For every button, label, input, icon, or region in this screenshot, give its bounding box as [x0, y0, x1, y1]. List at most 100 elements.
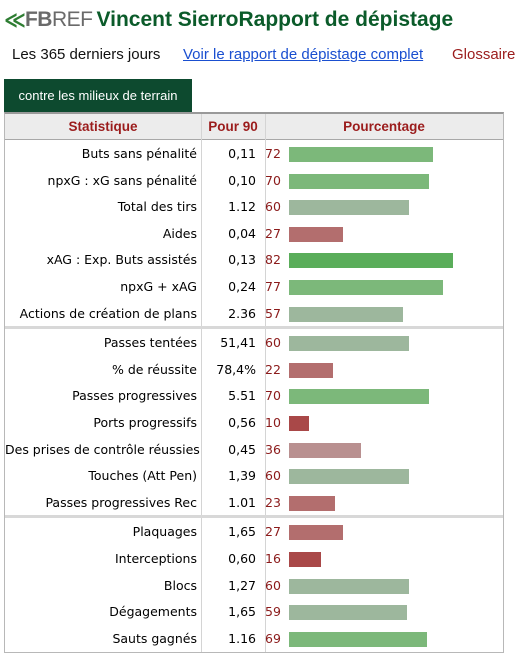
fbref-logo[interactable]: ≪ FB REF: [4, 8, 93, 32]
table-row: Sauts gagnés 1.16 69: [5, 626, 503, 652]
table-row: Ports progressifs 0,56 10: [5, 410, 503, 436]
table-row: % de réussite 78,4% 22: [5, 357, 503, 383]
table-row: Interceptions 0,60 16: [5, 546, 503, 572]
table-row: Actions de création de plans 2.36 57: [5, 301, 503, 327]
per90-value: 0,13: [228, 252, 256, 268]
percentile-value: 23: [265, 494, 281, 510]
stat-name: Dégagements: [109, 604, 197, 620]
table-row: Des prises de contrôle réussies 0,45 36: [5, 437, 503, 463]
logo-ref-text: REF: [51, 8, 93, 31]
percentile-value: 60: [265, 199, 281, 215]
section-divider: [5, 326, 503, 330]
table-row: Buts sans pénalité 0,11 72: [5, 141, 503, 167]
stat-name: Total des tirs: [117, 199, 197, 215]
percentile-bar: [289, 552, 321, 567]
percentile-value: 27: [265, 524, 281, 540]
percentile-bar: [289, 495, 335, 511]
stat-name: Aides: [162, 225, 197, 241]
percentile-value: 22: [265, 361, 281, 377]
stat-name: Ports progressifs: [93, 415, 197, 430]
percentile-bar: [289, 253, 453, 269]
table-row: xAG : Exp. Buts assistés 0,13 82: [5, 247, 503, 273]
percentile-value: 60: [265, 335, 281, 351]
percentile-value: 57: [265, 305, 281, 321]
per90-value: 1.12: [228, 199, 256, 215]
percentile-bar: [289, 336, 409, 352]
percentile-value: 59: [265, 604, 281, 620]
percentile-bar: [289, 389, 429, 405]
percentile-bar: [289, 200, 409, 216]
per90-value: 1.01: [228, 494, 256, 510]
page-title: Vincent SierroRapport de dépistage: [96, 8, 454, 31]
per90-value: 0,56: [228, 415, 256, 430]
column-divider: [201, 114, 202, 652]
percentile-value: 16: [265, 551, 281, 566]
percentile-bar: [289, 631, 427, 647]
stat-name: Des prises de contrôle réussies: [5, 441, 200, 457]
table-row: Passes progressives 5.51 70: [5, 383, 503, 409]
table-row: Dégagements 1,65 59: [5, 599, 503, 625]
column-header-stat: Statistique: [5, 114, 201, 140]
glossary-link[interactable]: Glossaire: [452, 46, 516, 63]
stat-name: % de réussite: [111, 361, 197, 377]
stat-name: Blocs: [163, 577, 197, 593]
per90-value: 1,39: [228, 468, 256, 484]
scouting-subnav: Les 365 derniers jours Voir le rapport d…: [12, 46, 516, 66]
percentile-bar: [289, 226, 343, 242]
table-row: Touches (Att Pen) 1,39 60: [5, 463, 503, 489]
percentile-bar: [289, 416, 309, 431]
percentile-value: 69: [265, 630, 281, 646]
percentile-value: 82: [265, 252, 281, 268]
per90-value: 0,24: [228, 279, 256, 294]
per90-value: 0,04: [228, 225, 256, 241]
table-row: Passes progressives Rec 1.01 23: [5, 490, 503, 516]
percentile-value: 36: [265, 441, 281, 457]
percentile-value: 77: [265, 279, 281, 294]
percentile-bar: [289, 147, 433, 162]
table-row: Blocs 1,27 60: [5, 573, 503, 599]
stat-name: Passes progressives: [72, 388, 197, 404]
percentile-bar: [289, 525, 343, 541]
column-header-percentile: Pourcentage: [265, 114, 503, 140]
per90-value: 51,41: [220, 335, 256, 351]
per90-value: 0,45: [228, 441, 256, 457]
period-label: Les 365 derniers jours: [12, 46, 161, 63]
tab-vs-midfielders[interactable]: contre les milieux de terrain: [4, 79, 192, 112]
logo-fb-text: FB: [24, 8, 53, 31]
percentile-bar: [289, 442, 361, 458]
table-row: Passes tentées 51,41 60: [5, 330, 503, 356]
column-header-per90: Pour 90: [201, 114, 265, 140]
percentile-value: 70: [265, 172, 281, 188]
percentile-value: 70: [265, 388, 281, 404]
table-row: Total des tirs 1.12 60: [5, 194, 503, 220]
table-row: Aides 0,04 27: [5, 221, 503, 247]
stat-name: Sauts gagnés: [112, 630, 197, 646]
stat-name: Passes tentées: [103, 335, 197, 351]
table-row: npxG + xAG 0,24 77: [5, 274, 503, 300]
percentile-bar: [289, 306, 403, 322]
section-divider: [5, 515, 503, 519]
stat-name: Interceptions: [114, 551, 197, 566]
percentile-bar: [289, 362, 333, 378]
table-row: npxG : xG sans pénalité 0,10 70: [5, 168, 503, 194]
per90-value: 5.51: [228, 388, 256, 404]
percentile-value: 10: [265, 415, 281, 430]
per90-value: 1,65: [228, 524, 256, 540]
percentile-bar: [289, 605, 407, 621]
full-report-link[interactable]: Voir le rapport de dépistage complet: [183, 46, 424, 63]
page-header: ≪ FB REF Vincent SierroRapport de dépist…: [4, 6, 453, 34]
per90-value: 0,11: [228, 146, 256, 161]
column-divider: [265, 114, 266, 652]
per90-value: 1.16: [228, 630, 256, 646]
percentile-value: 60: [265, 577, 281, 593]
stat-name: xAG : Exp. Buts assistés: [46, 252, 197, 268]
percentile-bar: [289, 578, 409, 594]
per90-value: 0,60: [228, 551, 256, 566]
per90-value: 78,4%: [216, 361, 256, 377]
per90-value: 0,10: [228, 172, 256, 188]
scouting-table: Statistique Pour 90 Pourcentage Buts san…: [4, 112, 504, 653]
table-row: Plaquages 1,65 27: [5, 519, 503, 545]
per90-value: 2.36: [228, 305, 256, 321]
stat-name: npxG + xAG: [120, 279, 197, 294]
percentile-bar: [289, 469, 409, 485]
